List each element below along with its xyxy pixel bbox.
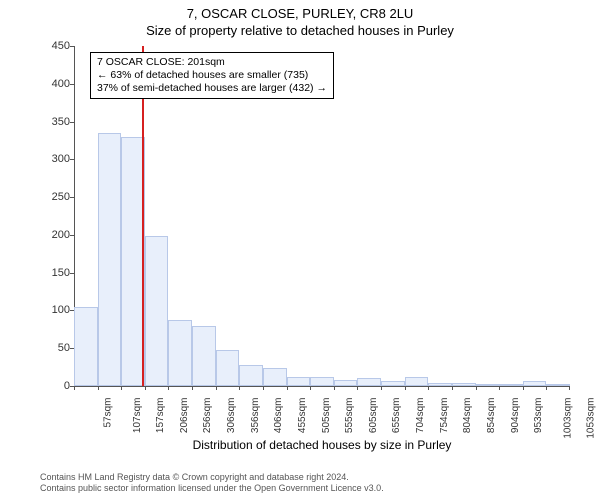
histogram-bar (216, 350, 240, 386)
plot-area: 7 OSCAR CLOSE: 201sqm ← 63% of detached … (74, 46, 570, 386)
x-tick-mark (523, 386, 524, 390)
x-tick-mark (428, 386, 429, 390)
x-tick-label: 57sqm (103, 398, 114, 428)
x-tick-label: 704sqm (415, 398, 426, 434)
x-tick-mark (192, 386, 193, 390)
histogram-bar (74, 307, 98, 386)
x-tick-label: 655sqm (392, 398, 403, 434)
y-tick-label: 100 (52, 304, 70, 316)
x-tick-label: 555sqm (344, 398, 355, 434)
y-tick-label: 50 (58, 342, 70, 354)
x-tick-label: 754sqm (439, 398, 450, 434)
x-tick-mark (310, 386, 311, 390)
histogram-bar (168, 320, 192, 386)
x-tick-mark (452, 386, 453, 390)
histogram-bar (310, 377, 334, 386)
x-tick-mark (74, 386, 75, 390)
x-tick-label: 455sqm (297, 398, 308, 434)
x-tick-mark (98, 386, 99, 390)
histogram-bar (192, 326, 216, 386)
x-tick-mark (357, 386, 358, 390)
y-tick-label: 200 (52, 229, 70, 241)
histogram-bar (263, 368, 287, 386)
footer-line-2: Contains public sector information licen… (40, 483, 384, 494)
footer-attribution: Contains HM Land Registry data © Crown c… (40, 472, 384, 494)
x-tick-label: 356sqm (250, 398, 261, 434)
x-tick-mark (381, 386, 382, 390)
histogram-bar (405, 377, 429, 386)
histogram-bar (287, 377, 311, 386)
x-tick-mark (145, 386, 146, 390)
x-tick-label: 306sqm (226, 398, 237, 434)
annotation-line-1: 7 OSCAR CLOSE: 201sqm (97, 56, 327, 69)
x-tick-mark (569, 386, 570, 390)
x-tick-label: 505sqm (321, 398, 332, 434)
y-tick-label: 300 (52, 153, 70, 165)
x-tick-label: 107sqm (132, 398, 143, 434)
y-axis: 050100150200250300350400450 (40, 46, 74, 386)
x-tick-mark (263, 386, 264, 390)
x-tick-mark (239, 386, 240, 390)
x-tick-mark (121, 386, 122, 390)
histogram-bar (98, 133, 122, 386)
x-tick-label: 256sqm (203, 398, 214, 434)
y-tick-label: 150 (52, 267, 70, 279)
y-tick-label: 400 (52, 78, 70, 90)
x-axis-label: Distribution of detached houses by size … (74, 438, 570, 452)
chart-title-main: 7, OSCAR CLOSE, PURLEY, CR8 2LU (0, 0, 600, 21)
x-tick-mark (476, 386, 477, 390)
footer-line-1: Contains HM Land Registry data © Crown c… (40, 472, 384, 483)
annotation-line-2: ← 63% of detached houses are smaller (73… (97, 69, 327, 82)
x-tick-mark (334, 386, 335, 390)
chart-title-sub: Size of property relative to detached ho… (0, 21, 600, 38)
annotation-line-3: 37% of semi-detached houses are larger (… (97, 82, 327, 95)
x-tick-mark (216, 386, 217, 390)
x-tick-mark (287, 386, 288, 390)
annotation-box: 7 OSCAR CLOSE: 201sqm ← 63% of detached … (90, 52, 334, 99)
y-tick-label: 350 (52, 116, 70, 128)
x-tick-label: 206sqm (179, 398, 190, 434)
x-tick-mark (168, 386, 169, 390)
x-tick-label: 157sqm (155, 398, 166, 434)
x-tick-label: 406sqm (273, 398, 284, 434)
x-tick-label: 904sqm (510, 398, 521, 434)
x-axis: 57sqm 107sqm 157sqm 206sqm 256sqm 306sqm 356sq… (74, 386, 570, 446)
x-tick-label: 605sqm (368, 398, 379, 434)
histogram-bar (239, 365, 263, 386)
chart-container: Number of detached properties 0501001502… (40, 46, 570, 426)
x-tick-label: 953sqm (533, 398, 544, 434)
x-tick-mark (546, 386, 547, 390)
y-tick-label: 250 (52, 191, 70, 203)
x-tick-label: 1003sqm (562, 398, 573, 439)
x-tick-label: 854sqm (486, 398, 497, 434)
x-tick-mark (405, 386, 406, 390)
x-tick-label: 804sqm (462, 398, 473, 434)
histogram-bar (357, 378, 381, 386)
x-tick-label: 1053sqm (586, 398, 597, 439)
y-tick-label: 450 (52, 40, 70, 52)
histogram-bar (145, 236, 169, 386)
x-tick-mark (499, 386, 500, 390)
